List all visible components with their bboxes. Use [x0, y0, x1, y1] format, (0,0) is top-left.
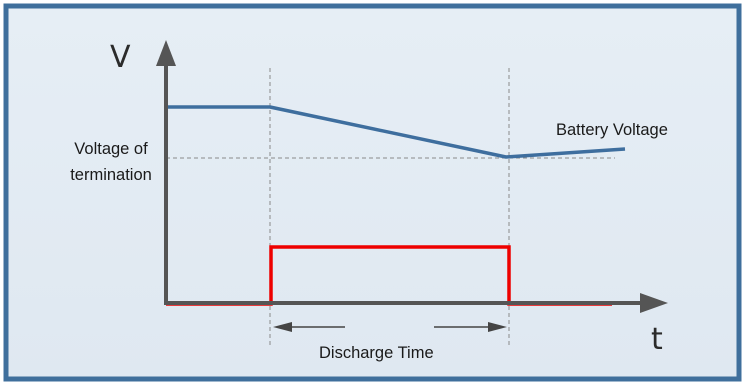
discharge-time-left-arrowhead — [273, 322, 292, 332]
discharge-time-right-arrowhead — [488, 322, 507, 332]
battery-voltage-label: Battery Voltage — [556, 121, 668, 139]
diagram-panel — [3, 3, 742, 382]
y-axis-arrowhead — [156, 40, 176, 66]
x-axis-arrowhead — [640, 293, 668, 313]
y-axis-label: V — [110, 40, 131, 75]
x-axis-label: t — [651, 322, 663, 357]
discharge-time-label: Discharge Time — [319, 344, 434, 362]
battery-voltage-line — [168, 105, 626, 159]
termination-label-line2: termination — [70, 166, 152, 184]
termination-label-line1: Voltage of — [74, 140, 148, 158]
